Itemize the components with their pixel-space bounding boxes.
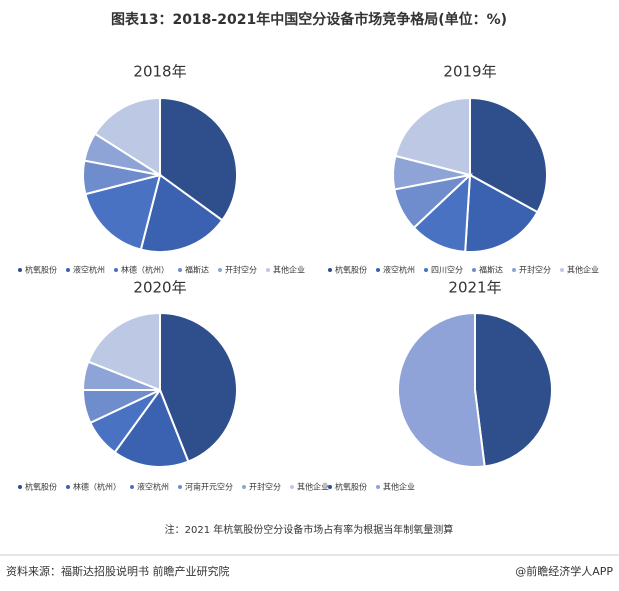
- pie-slice: [159, 96, 238, 222]
- legend-swatch: [178, 485, 182, 489]
- legend-swatch: [472, 268, 476, 272]
- brand: @前瞻经济学人APP: [515, 564, 613, 578]
- legend-swatch: [376, 268, 380, 272]
- legend-label: 其他企业: [567, 265, 599, 275]
- legend-label: 开封空分: [225, 265, 257, 275]
- pie-slice: [159, 311, 238, 463]
- pie-title: 2021年: [448, 279, 501, 297]
- pie-slice: [113, 387, 190, 468]
- legend-swatch: [18, 268, 22, 272]
- pie-slice: [87, 311, 161, 392]
- source: 资料来源：福斯达招股说明书 前瞻产业研究院: [6, 564, 230, 578]
- legend-swatch: [242, 485, 246, 489]
- legend-label: 四川空分: [431, 265, 463, 275]
- pie-slice: [93, 96, 161, 177]
- legend-label: 河南开元空分: [185, 482, 233, 492]
- legend-label: 其他企业: [273, 265, 305, 275]
- legend-label: 林德（杭州）: [73, 482, 121, 492]
- legend-label: 杭氧股份: [25, 482, 57, 492]
- legend-label: 液空杭州: [73, 265, 105, 275]
- legend-label: 液空杭州: [137, 482, 169, 492]
- legend-swatch: [424, 268, 428, 272]
- pie-title: 2020年: [133, 279, 186, 297]
- legend-swatch: [130, 485, 134, 489]
- pie-title: 2019年: [443, 63, 496, 81]
- pie-slice: [84, 173, 162, 251]
- note: 注：2021 年杭氧股份空分设备市场占有率为根据当年制氧量测算: [165, 523, 454, 536]
- legend-swatch: [66, 485, 70, 489]
- legend-swatch: [66, 268, 70, 272]
- legend-label: 其他企业: [297, 482, 329, 492]
- legend-label: 林德（杭州）: [121, 265, 169, 275]
- legend-swatch: [266, 268, 270, 272]
- legend-label: 杭氧股份: [335, 482, 367, 492]
- pie-slice: [397, 311, 486, 468]
- legend-swatch: [178, 268, 182, 272]
- legend-label: 液空杭州: [383, 265, 415, 275]
- page-title: 图表13：2018-2021年中国空分设备市场竞争格局(单位：%): [111, 11, 507, 28]
- legend-swatch: [512, 268, 516, 272]
- pie-slice: [469, 96, 548, 214]
- legend-swatch: [376, 485, 380, 489]
- legend-label: 杭氧股份: [25, 265, 57, 275]
- legend-swatch: [290, 485, 294, 489]
- legend-label: 开封空分: [519, 265, 551, 275]
- legend-label: 其他企业: [383, 482, 415, 492]
- pie-slice: [394, 96, 471, 177]
- pie-slice: [464, 173, 539, 253]
- legend-label: 杭氧股份: [335, 265, 367, 275]
- legend-swatch: [218, 268, 222, 272]
- legend-label: 福斯达: [185, 265, 209, 275]
- legend-swatch: [328, 485, 332, 489]
- pie-title: 2018年: [133, 63, 186, 81]
- legend-swatch: [18, 485, 22, 489]
- legend-label: 福斯达: [479, 265, 503, 275]
- legend-swatch: [560, 268, 564, 272]
- legend-swatch: [114, 268, 118, 272]
- pie-slice: [474, 311, 553, 468]
- legend-swatch: [328, 268, 332, 272]
- legend-label: 开封空分: [249, 482, 281, 492]
- pie-slice: [139, 173, 224, 253]
